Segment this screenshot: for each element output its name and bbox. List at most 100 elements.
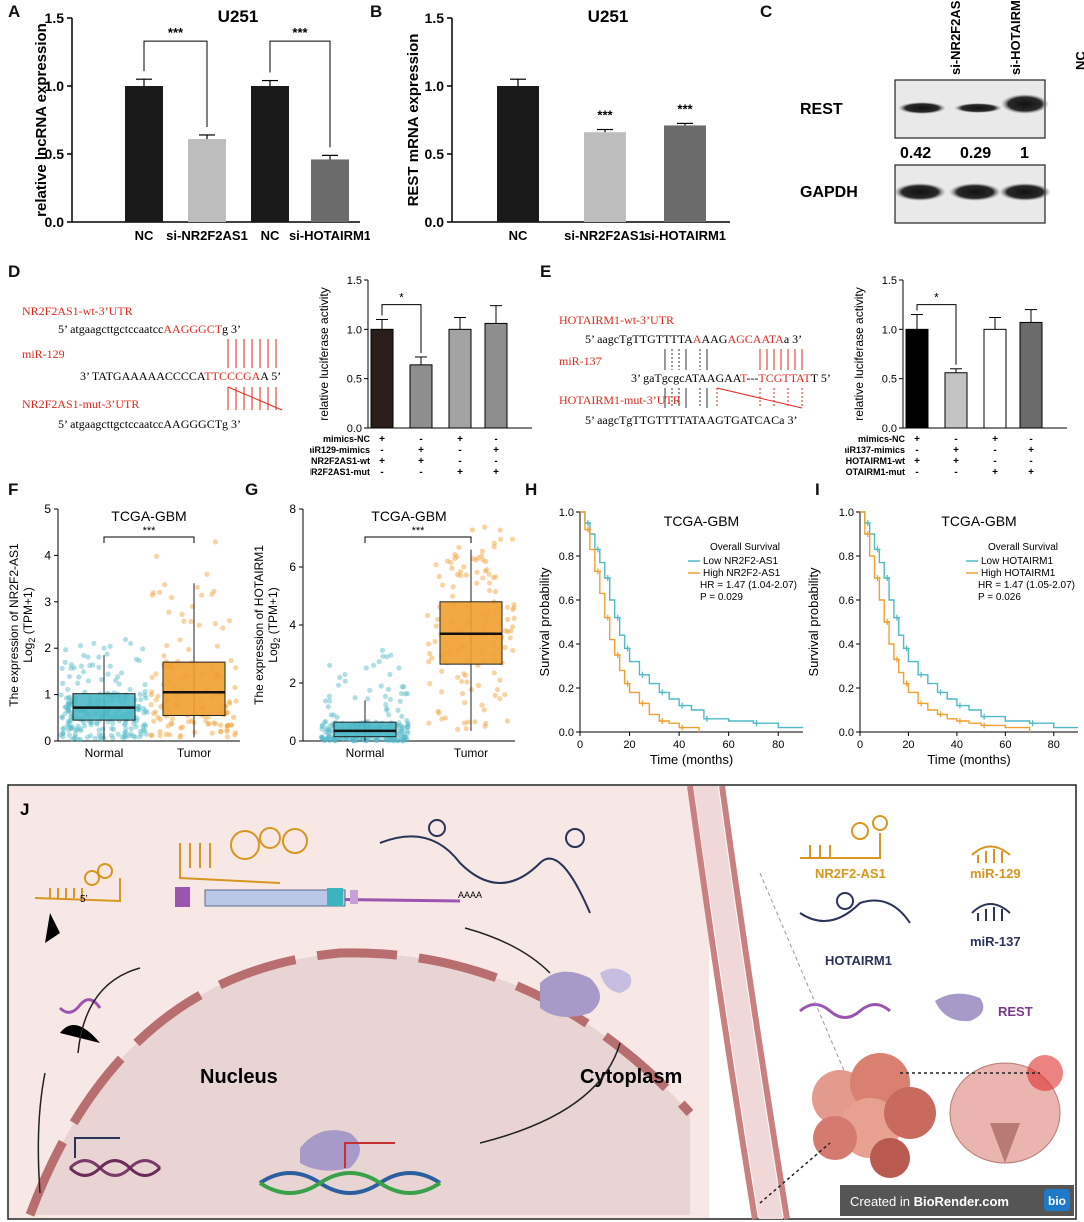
data-point xyxy=(109,725,115,732)
data-point xyxy=(498,536,504,542)
x-tick-label: 40 xyxy=(673,739,685,751)
condition-sign: - xyxy=(380,467,383,478)
data-point xyxy=(108,732,115,739)
panel-label-b: B xyxy=(370,2,383,21)
data-point xyxy=(404,724,411,730)
legend-entry: Low HOTAIRM1 xyxy=(981,556,1053,567)
data-point xyxy=(66,723,72,729)
data-point xyxy=(425,612,431,619)
chart-i: 0.0 0.2 0.4 0.6 0.8 1.0 0 20 40 60 80 Time (months)… xyxy=(806,507,1078,767)
pairing-lines xyxy=(664,388,708,408)
data-point xyxy=(383,736,389,742)
data-point xyxy=(319,722,326,728)
data-point xyxy=(67,717,74,723)
data-point xyxy=(76,674,82,680)
data-point xyxy=(429,655,435,661)
y-tick-label: 4 xyxy=(44,548,51,562)
data-point xyxy=(151,710,157,717)
data-point xyxy=(107,663,113,669)
data-point xyxy=(326,727,333,733)
data-point xyxy=(224,709,230,715)
data-point xyxy=(363,665,369,671)
data-point xyxy=(339,736,345,742)
data-point xyxy=(396,665,402,671)
data-point xyxy=(225,722,231,728)
data-point xyxy=(179,724,185,730)
data-point xyxy=(150,590,156,596)
data-point xyxy=(379,736,386,742)
mirna-label: miR-137 xyxy=(559,354,602,368)
data-point xyxy=(119,670,125,676)
data-point xyxy=(322,719,328,725)
condition-label: mimics-NC xyxy=(323,434,371,444)
data-point xyxy=(398,732,404,738)
x-tick-label: si-NR2F2AS1 xyxy=(564,228,646,243)
data-point xyxy=(112,677,119,684)
orf-block xyxy=(204,889,346,907)
data-point xyxy=(189,718,195,724)
condition-sign: + xyxy=(418,445,424,456)
data-point xyxy=(384,654,390,660)
data-point xyxy=(450,584,456,590)
data-point xyxy=(153,671,159,677)
data-point xyxy=(217,722,224,728)
data-point xyxy=(510,606,516,613)
data-point xyxy=(497,677,503,683)
censor-mark xyxy=(679,724,686,731)
y-tick-label: 0.0 xyxy=(882,423,897,435)
data-point xyxy=(87,732,94,739)
data-point xyxy=(399,684,405,690)
y-tick-label: 1.0 xyxy=(45,78,65,94)
y-tick-label: 0 xyxy=(44,734,51,748)
data-point xyxy=(63,704,69,710)
data-point xyxy=(149,732,155,738)
data-point xyxy=(461,564,467,570)
data-point xyxy=(439,689,445,695)
data-point xyxy=(93,720,100,726)
data-point xyxy=(332,738,338,744)
five-prime-label: 5’ xyxy=(80,894,88,905)
data-point xyxy=(115,731,121,737)
data-point xyxy=(161,582,168,588)
data-point xyxy=(62,711,68,717)
condition-sign: + xyxy=(379,434,385,445)
data-point xyxy=(456,544,462,551)
legend-title: Overall Survival xyxy=(710,542,780,553)
y-tick-label: 0.5 xyxy=(45,146,65,162)
y-tick-label: 1.5 xyxy=(882,275,897,287)
data-point xyxy=(327,698,333,704)
nuclear-envelope xyxy=(25,948,694,1217)
data-point xyxy=(151,718,157,724)
x-axis-label: Time (months) xyxy=(650,752,733,767)
data-point xyxy=(319,734,325,740)
data-point xyxy=(66,695,72,701)
data-point xyxy=(395,727,401,734)
mutation-marks xyxy=(227,386,283,411)
seq-label: NR2F2AS1-wt-3’UTR xyxy=(22,304,133,318)
data-point xyxy=(153,709,159,715)
data-point xyxy=(138,731,144,737)
censor-mark xyxy=(937,711,944,718)
data-point xyxy=(65,705,72,711)
data-point xyxy=(179,611,185,617)
data-point xyxy=(346,736,352,742)
condition-sign: + xyxy=(379,456,385,467)
significance-bracket xyxy=(103,536,195,543)
data-point xyxy=(72,735,78,741)
chart-title: TCGA-GBM xyxy=(664,513,739,529)
data-point xyxy=(439,582,446,588)
condition-sign: + xyxy=(1028,445,1034,456)
condition-sign: + xyxy=(418,456,424,467)
censor-mark xyxy=(614,614,621,621)
data-point xyxy=(68,725,74,731)
data-point xyxy=(68,702,74,708)
data-point xyxy=(483,559,489,565)
panel-label-f: F xyxy=(8,480,19,499)
data-point xyxy=(69,724,76,730)
censor-mark xyxy=(624,680,631,687)
censor-mark xyxy=(604,575,611,581)
condition-sign: + xyxy=(914,456,920,467)
data-point xyxy=(115,674,121,680)
data-point xyxy=(75,723,81,729)
